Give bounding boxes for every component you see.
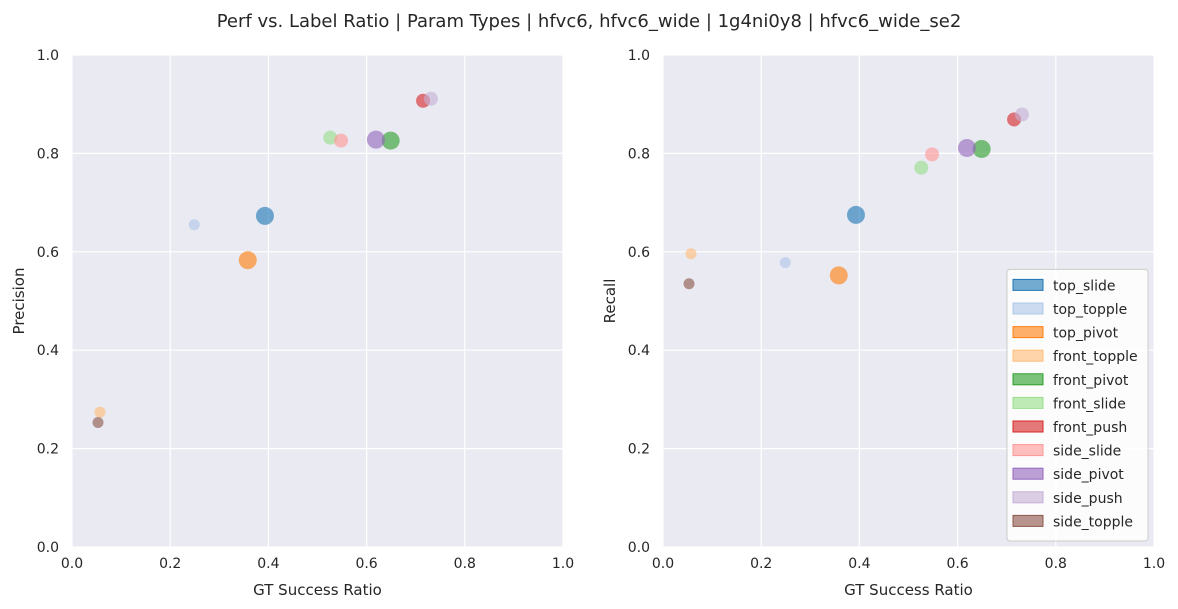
- point-top-pivot: [238, 251, 257, 270]
- point-side-slide: [925, 147, 940, 162]
- legend: top_slide top_topple top_pivot front_topple…: [1006, 268, 1149, 542]
- point-side-push: [423, 91, 438, 106]
- y-axis-label: Recall: [601, 279, 619, 324]
- legend-swatch: [1012, 278, 1044, 291]
- x-tick-label: 0.4: [848, 556, 870, 572]
- y-tick-label: 1.0: [628, 48, 650, 64]
- figure-title: Perf vs. Label Ratio | Param Types | hfv…: [217, 11, 962, 32]
- point-top-topple: [779, 257, 791, 269]
- legend-swatch: [1012, 349, 1044, 362]
- x-tick-label: 0.4: [257, 556, 279, 572]
- point-side-pivot: [366, 130, 385, 149]
- y-tick-label: 0.0: [37, 540, 59, 556]
- x-tick-label: 0.6: [355, 556, 377, 572]
- legend-swatch: [1012, 373, 1044, 386]
- y-tick-label: 0.6: [37, 245, 59, 261]
- point-top-slide: [255, 206, 274, 225]
- point-side-topple: [92, 417, 104, 429]
- legend-label: front_pivot: [1053, 373, 1129, 389]
- y-tick-label: 0.4: [628, 343, 650, 359]
- point-top-topple: [188, 219, 200, 231]
- legend-swatch: [1012, 514, 1044, 527]
- point-side-pivot: [957, 138, 976, 157]
- y-tick-label: 0.0: [628, 540, 650, 556]
- plot-background: [72, 55, 563, 547]
- point-side-topple: [683, 278, 695, 290]
- y-tick-label: 0.8: [37, 146, 59, 162]
- point-front-slide: [914, 160, 929, 175]
- legend-swatch: [1012, 326, 1044, 339]
- point-side-slide: [334, 133, 349, 148]
- x-tick-label: 0.6: [946, 556, 968, 572]
- y-tick-label: 0.2: [628, 442, 650, 458]
- legend-label: side_slide: [1053, 444, 1121, 460]
- legend-label: side_topple: [1053, 514, 1133, 530]
- legend-label: side_pivot: [1053, 467, 1124, 483]
- legend-label: top_slide: [1053, 278, 1116, 294]
- y-tick-label: 0.6: [628, 245, 650, 261]
- y-tick-label: 0.2: [37, 442, 59, 458]
- legend-swatch: [1012, 467, 1044, 480]
- legend-label: top_pivot: [1053, 326, 1119, 342]
- legend-swatch: [1012, 491, 1044, 504]
- x-tick-label: 0.8: [454, 556, 476, 572]
- point-front-slide: [323, 130, 338, 145]
- x-axis-label: GT Success Ratio: [844, 581, 973, 599]
- point-top-slide: [846, 205, 865, 224]
- x-tick-label: 0.2: [750, 556, 772, 572]
- legend-swatch: [1012, 396, 1044, 409]
- plot-panel-1: 0.00.0 0.2 0.2 0.4 0.4 0.6 0.6 0.8 0.8 1.0 1.0 GT S…: [10, 48, 574, 599]
- point-front-pivot: [381, 131, 400, 150]
- legend-swatch: [1012, 444, 1044, 457]
- point-front-topple: [94, 406, 106, 418]
- plot-panel-2: 0.00.0 0.2 0.2 0.4 0.4 0.6 0.6 0.8 0.8 1.0 1.0 GT S…: [601, 48, 1165, 599]
- x-axis-label: GT Success Ratio: [253, 581, 382, 599]
- point-top-pivot: [829, 266, 848, 285]
- x-tick-label: 1.0: [552, 556, 574, 572]
- point-front-topple: [685, 248, 697, 260]
- y-tick-label: 0.8: [628, 146, 650, 162]
- x-tick-label: 1.0: [1143, 556, 1165, 572]
- x-tick-label: 0.2: [159, 556, 181, 572]
- point-side-push: [1014, 107, 1029, 122]
- x-tick-label: 0.8: [1045, 556, 1067, 572]
- legend-label: side_push: [1053, 491, 1123, 507]
- legend-label: top_topple: [1053, 302, 1127, 318]
- point-front-pivot: [972, 139, 991, 158]
- x-tick-label: 0.0: [652, 556, 674, 572]
- legend-swatch: [1012, 420, 1044, 433]
- legend-label: front_slide: [1053, 396, 1126, 412]
- y-axis-label: Precision: [10, 268, 28, 335]
- y-tick-label: 1.0: [37, 48, 59, 64]
- legend-swatch: [1012, 302, 1044, 315]
- y-tick-label: 0.4: [37, 343, 59, 359]
- x-tick-label: 0.0: [61, 556, 83, 572]
- legend-label: front_topple: [1053, 349, 1138, 365]
- legend-label: front_push: [1053, 420, 1127, 436]
